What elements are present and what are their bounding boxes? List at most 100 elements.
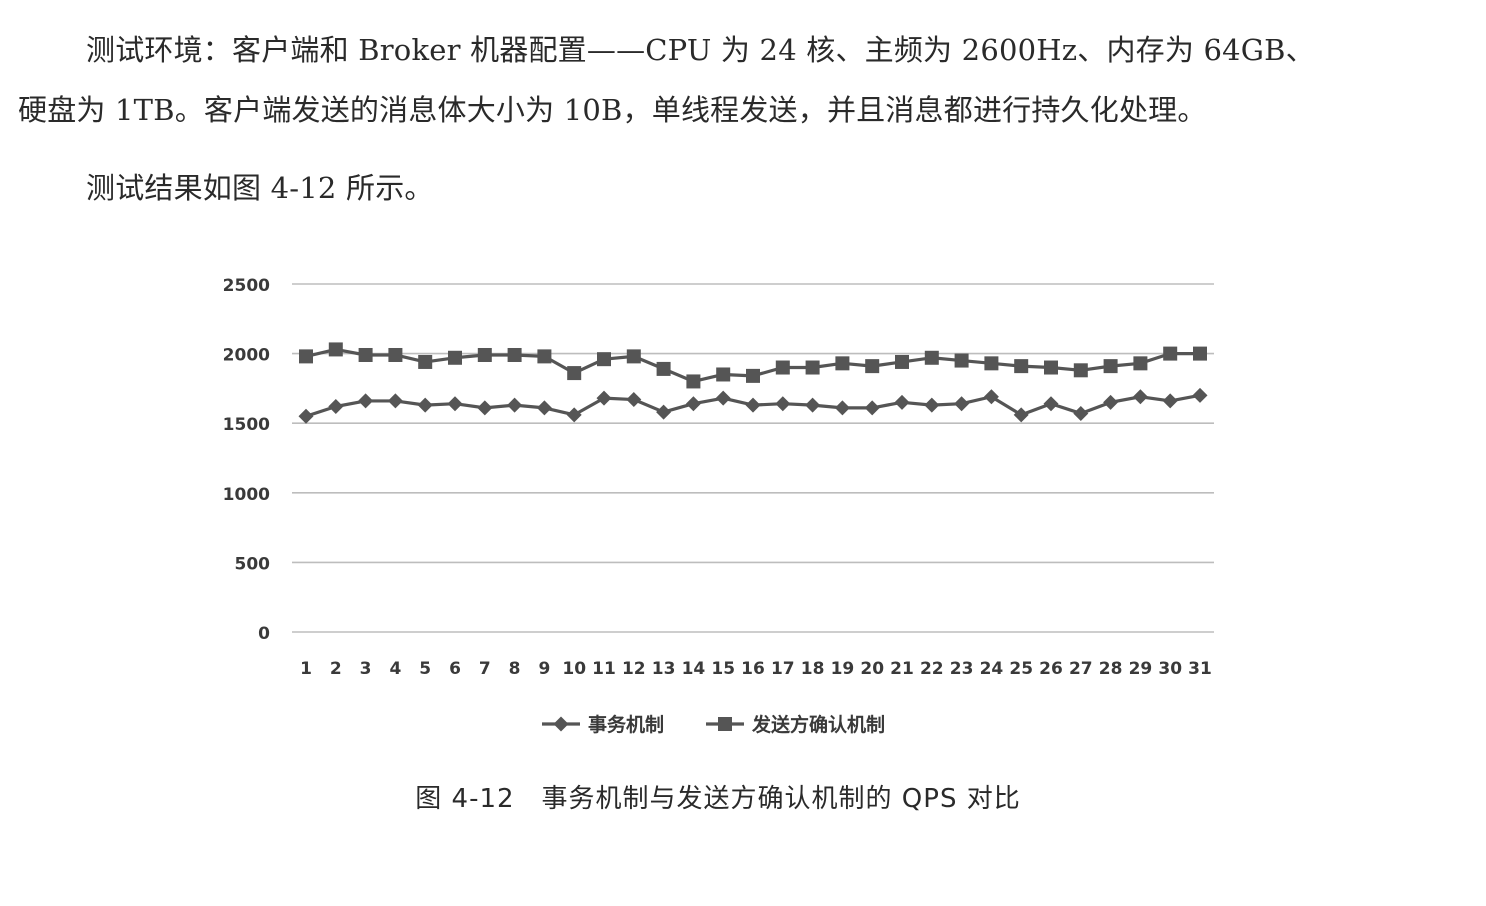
series-1-point-11 (596, 390, 612, 406)
series-1-point-27 (1073, 405, 1089, 421)
series-2-point-9 (537, 349, 552, 364)
y-tick-label-1000: 1000 (223, 485, 270, 505)
y-tick-label-0: 0 (258, 624, 270, 644)
x-tick-label-19: 19 (831, 659, 855, 679)
x-tick-label-1: 1 (300, 659, 312, 679)
x-tick-label-12: 12 (622, 659, 646, 679)
series-1-point-31 (1192, 387, 1208, 403)
legend-label-2: 发送方确认机制 (751, 713, 885, 736)
x-tick-label-6: 6 (449, 659, 461, 679)
series-2-point-23 (954, 353, 969, 368)
series-2-point-29 (1133, 356, 1148, 371)
series-2-point-1 (299, 349, 313, 364)
series-1-point-4 (387, 393, 403, 409)
series-2-point-18 (805, 360, 820, 375)
series-2-point-27 (1073, 363, 1088, 378)
legend-marker-2 (718, 717, 732, 731)
series-1-point-5 (417, 397, 433, 413)
x-tick-label-21: 21 (890, 659, 914, 679)
series-1-point-9 (536, 400, 552, 416)
paragraph-test-env-line1: 测试环境：客户端和 Broker 机器配置——CPU 为 24 核、主频为 26… (86, 33, 1315, 67)
x-tick-label-9: 9 (538, 659, 550, 679)
x-tick-label-31: 31 (1188, 659, 1212, 679)
series-2-point-2 (328, 342, 343, 357)
y-tick-label-500: 500 (235, 554, 271, 574)
series-1-point-26 (1043, 396, 1059, 412)
x-tick-label-29: 29 (1129, 659, 1153, 679)
series-1-point-10 (566, 407, 582, 423)
x-tick-label-15: 15 (711, 659, 735, 679)
series-1-point-16 (745, 397, 761, 413)
y-tick-label-2000: 2000 (223, 346, 270, 366)
series-2-point-8 (507, 347, 522, 362)
series-1-point-30 (1162, 393, 1178, 409)
series-2-point-16 (746, 368, 760, 383)
series-1-point-23 (954, 396, 970, 412)
series-2-point-5 (418, 354, 433, 369)
series-2-point-26 (1044, 360, 1058, 375)
series-1-point-20 (864, 400, 880, 416)
series-1-point-1 (298, 408, 314, 424)
series-1-point-12 (626, 392, 642, 408)
y-tick-label-1500: 1500 (223, 415, 270, 435)
series-1-point-25 (1013, 407, 1029, 423)
series-1-point-29 (1132, 389, 1148, 405)
x-tick-label-26: 26 (1039, 659, 1063, 679)
figure-caption: 图 4-12 事务机制与发送方确认机制的 QPS 对比 (415, 784, 1021, 814)
x-tick-label-7: 7 (479, 659, 491, 679)
x-tick-label-10: 10 (562, 659, 586, 679)
x-tick-label-13: 13 (652, 659, 676, 679)
x-tick-label-27: 27 (1069, 659, 1093, 679)
x-tick-label-18: 18 (801, 659, 825, 679)
series-2-point-17 (775, 360, 790, 375)
series-1-point-22 (924, 397, 940, 413)
series-2-point-4 (388, 347, 403, 362)
legend-label-1: 事务机制 (588, 713, 664, 736)
x-tick-label-22: 22 (920, 659, 944, 679)
series-1-point-14 (685, 396, 701, 412)
series-1-point-7 (477, 400, 493, 416)
series-2-point-30 (1163, 346, 1178, 361)
x-tick-label-3: 3 (360, 659, 372, 679)
series-2-point-10 (567, 366, 582, 381)
series-2-point-14 (686, 374, 701, 389)
series-1-point-17 (775, 396, 791, 412)
series-2-point-21 (895, 354, 909, 369)
series-2-point-20 (865, 359, 880, 374)
series-1-point-24 (983, 389, 999, 405)
x-tick-label-5: 5 (419, 659, 431, 679)
series-2-point-3 (358, 347, 373, 362)
x-tick-label-16: 16 (741, 659, 765, 679)
legend-marker-1 (553, 716, 569, 732)
series-2-point-25 (1014, 359, 1029, 374)
paragraph-test-result: 测试结果如图 4-12 所示。 (86, 171, 434, 205)
paragraph-test-env-line2: 硬盘为 1TB。客户端发送的消息体大小为 10B，单线程发送，并且消息都进行持久… (18, 93, 1207, 127)
series-2-point-13 (656, 361, 671, 376)
x-tick-label-20: 20 (860, 659, 884, 679)
x-tick-label-14: 14 (682, 659, 706, 679)
x-tick-label-2: 2 (330, 659, 342, 679)
series-1-point-18 (805, 397, 821, 413)
series-2-point-7 (477, 347, 492, 362)
series-1-point-8 (507, 397, 523, 413)
series-1-point-3 (358, 393, 374, 409)
series-2-point-6 (448, 350, 462, 365)
x-tick-label-4: 4 (389, 659, 401, 679)
series-1-point-21 (894, 394, 910, 410)
x-tick-label-8: 8 (509, 659, 521, 679)
series-2-point-19 (835, 356, 850, 371)
series-2-point-28 (1103, 359, 1118, 374)
series-2-point-22 (924, 350, 939, 365)
series-2-point-15 (716, 367, 731, 382)
series-2-point-11 (597, 352, 611, 367)
x-tick-label-23: 23 (950, 659, 974, 679)
x-tick-label-24: 24 (980, 659, 1004, 679)
series-1-point-28 (1103, 394, 1119, 410)
series-1-point-15 (715, 390, 731, 406)
x-tick-label-17: 17 (771, 659, 795, 679)
series-1-point-2 (328, 398, 344, 414)
series-1-point-6 (447, 396, 463, 412)
x-tick-label-30: 30 (1158, 659, 1182, 679)
x-tick-label-25: 25 (1009, 659, 1033, 679)
